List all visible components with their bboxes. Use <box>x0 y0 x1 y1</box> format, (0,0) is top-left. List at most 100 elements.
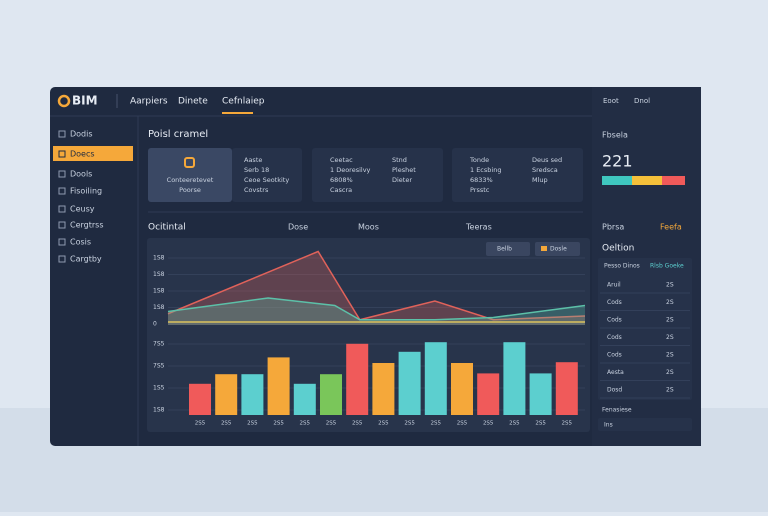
sidebar-item[interactable]: Dools <box>70 170 92 179</box>
sidebar-item[interactable]: Doecs <box>70 150 95 159</box>
right-link[interactable]: Feefa <box>660 223 682 232</box>
x-tick-label: 2S5 <box>562 421 573 427</box>
y-tick-label: 0 <box>153 321 157 328</box>
bar <box>398 351 421 415</box>
row-value: 2S <box>666 369 674 376</box>
top-action[interactable]: Eoot <box>603 97 619 105</box>
row-label: Aruil <box>607 282 621 289</box>
card-text: Aaste <box>244 156 262 164</box>
page-header: Poisl cramel <box>148 129 208 140</box>
sidebar-icon <box>58 187 66 195</box>
card-text: Ceetac <box>330 156 353 164</box>
y-tick-label: 7S5 <box>153 341 165 348</box>
logo-icon <box>57 94 71 108</box>
row-label: Cods <box>607 317 622 324</box>
legend-label: Dosle <box>550 246 567 253</box>
lock-icon <box>184 157 195 168</box>
card-text: Ceoe Seotkity <box>244 176 289 184</box>
card-text: Dieter <box>392 176 412 184</box>
card-text: Deus sed <box>532 156 562 164</box>
chart-tab[interactable]: Teeras <box>465 223 492 232</box>
card-text: 6833% <box>470 176 493 184</box>
x-tick-label: 2S5 <box>352 421 363 427</box>
x-tick-label: 2S5 <box>431 421 442 427</box>
bar <box>451 363 473 415</box>
row-value: 2S <box>666 352 674 359</box>
right-title: Fbsela <box>602 131 628 140</box>
sidebar-icon <box>58 130 66 138</box>
input-text: Ins <box>604 422 613 429</box>
bar <box>215 374 238 415</box>
bar <box>293 383 316 415</box>
bar <box>320 374 342 415</box>
sidebar-icon <box>58 170 66 178</box>
table-head: Pesso Dinos <box>604 263 640 270</box>
chart-tab[interactable]: Dose <box>288 223 308 232</box>
right-sub: Pbrsa <box>602 223 624 232</box>
sidebar-item[interactable]: Dodis <box>70 130 93 139</box>
input[interactable] <box>598 418 692 431</box>
card-text: Covstrs <box>244 186 269 194</box>
card-text: Poorse <box>179 186 201 194</box>
bar <box>372 363 395 415</box>
sidebar-icon <box>58 255 66 263</box>
sidebar-item[interactable]: Ceusy <box>70 205 95 214</box>
legend-swatch <box>541 246 547 251</box>
area <box>168 251 585 325</box>
x-tick-label: 2S5 <box>535 421 546 427</box>
row-value: 2S <box>666 334 674 341</box>
bar <box>529 373 552 415</box>
card <box>232 148 302 202</box>
card <box>452 148 583 202</box>
row-label: Cods <box>607 352 622 359</box>
sidebar-item[interactable]: Cosis <box>70 238 91 247</box>
legend-label: Bellb <box>497 246 512 253</box>
sidebar-item[interactable]: Fisoiling <box>70 187 102 196</box>
x-tick-label: 2S5 <box>509 421 520 427</box>
x-tick-label: 2S5 <box>300 421 311 427</box>
row-value: 2S <box>666 282 674 289</box>
sidebar-item[interactable]: Cergtrss <box>70 221 104 230</box>
nav-tab[interactable]: Aarpiers <box>130 97 168 107</box>
chart-tab[interactable]: Moos <box>358 223 379 232</box>
card-text: Serb 18 <box>244 166 269 174</box>
right-value: 221 <box>602 152 633 171</box>
chart-tab[interactable]: Ocitintal <box>148 223 186 233</box>
nav-tab[interactable]: Cefnlaiep <box>222 97 265 107</box>
card-highlight <box>148 148 232 202</box>
top-action[interactable]: Dnol <box>634 97 650 105</box>
card <box>312 148 443 202</box>
bar <box>241 374 264 415</box>
bar <box>555 362 578 415</box>
progress <box>662 176 685 185</box>
line <box>167 297 586 321</box>
row-label: Cods <box>607 334 622 341</box>
bar <box>346 343 369 415</box>
card-text: Conteeretevet <box>167 176 214 184</box>
y-tick-label: 1S8 <box>153 304 165 311</box>
x-tick-label: 2S5 <box>273 421 284 427</box>
bar <box>477 373 500 415</box>
y-tick-label: 1S8 <box>153 407 165 414</box>
nav-tab[interactable]: Dinete <box>178 97 208 107</box>
row-label: Aesta <box>607 369 624 376</box>
y-tick-label: 1S8 <box>153 271 165 278</box>
x-tick-label: 2S5 <box>247 421 258 427</box>
card-text: 6808% <box>330 176 353 184</box>
x-tick-label: 2S5 <box>457 421 468 427</box>
legend-button[interactable] <box>486 242 530 256</box>
x-tick-label: 2S5 <box>195 421 206 427</box>
sidebar-item[interactable]: Cargtby <box>70 255 102 264</box>
x-tick-label: 2S5 <box>221 421 232 427</box>
row-label: Cods <box>607 299 622 306</box>
active-tab-underline <box>222 112 253 114</box>
sidebar-icon <box>58 150 66 158</box>
bar <box>189 383 211 415</box>
section-title: Oeltion <box>602 244 634 254</box>
legend-button[interactable] <box>535 242 580 256</box>
x-tick-label: 2S5 <box>326 421 337 427</box>
row-value: 2S <box>666 387 674 394</box>
row-label: Dosd <box>607 387 622 394</box>
